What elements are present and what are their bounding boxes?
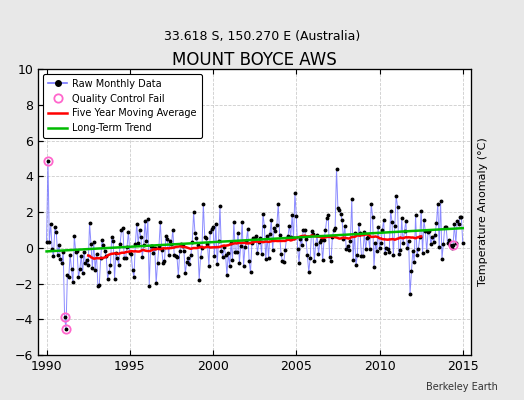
Text: Berkeley Earth: Berkeley Earth — [426, 382, 498, 392]
Title: MOUNT BOYCE AWS: MOUNT BOYCE AWS — [172, 51, 337, 69]
Legend: Raw Monthly Data, Quality Control Fail, Five Year Moving Average, Long-Term Tren: Raw Monthly Data, Quality Control Fail, … — [43, 74, 202, 138]
Text: 33.618 S, 150.270 E (Australia): 33.618 S, 150.270 E (Australia) — [164, 30, 360, 43]
Y-axis label: Temperature Anomaly (°C): Temperature Anomaly (°C) — [478, 138, 488, 286]
